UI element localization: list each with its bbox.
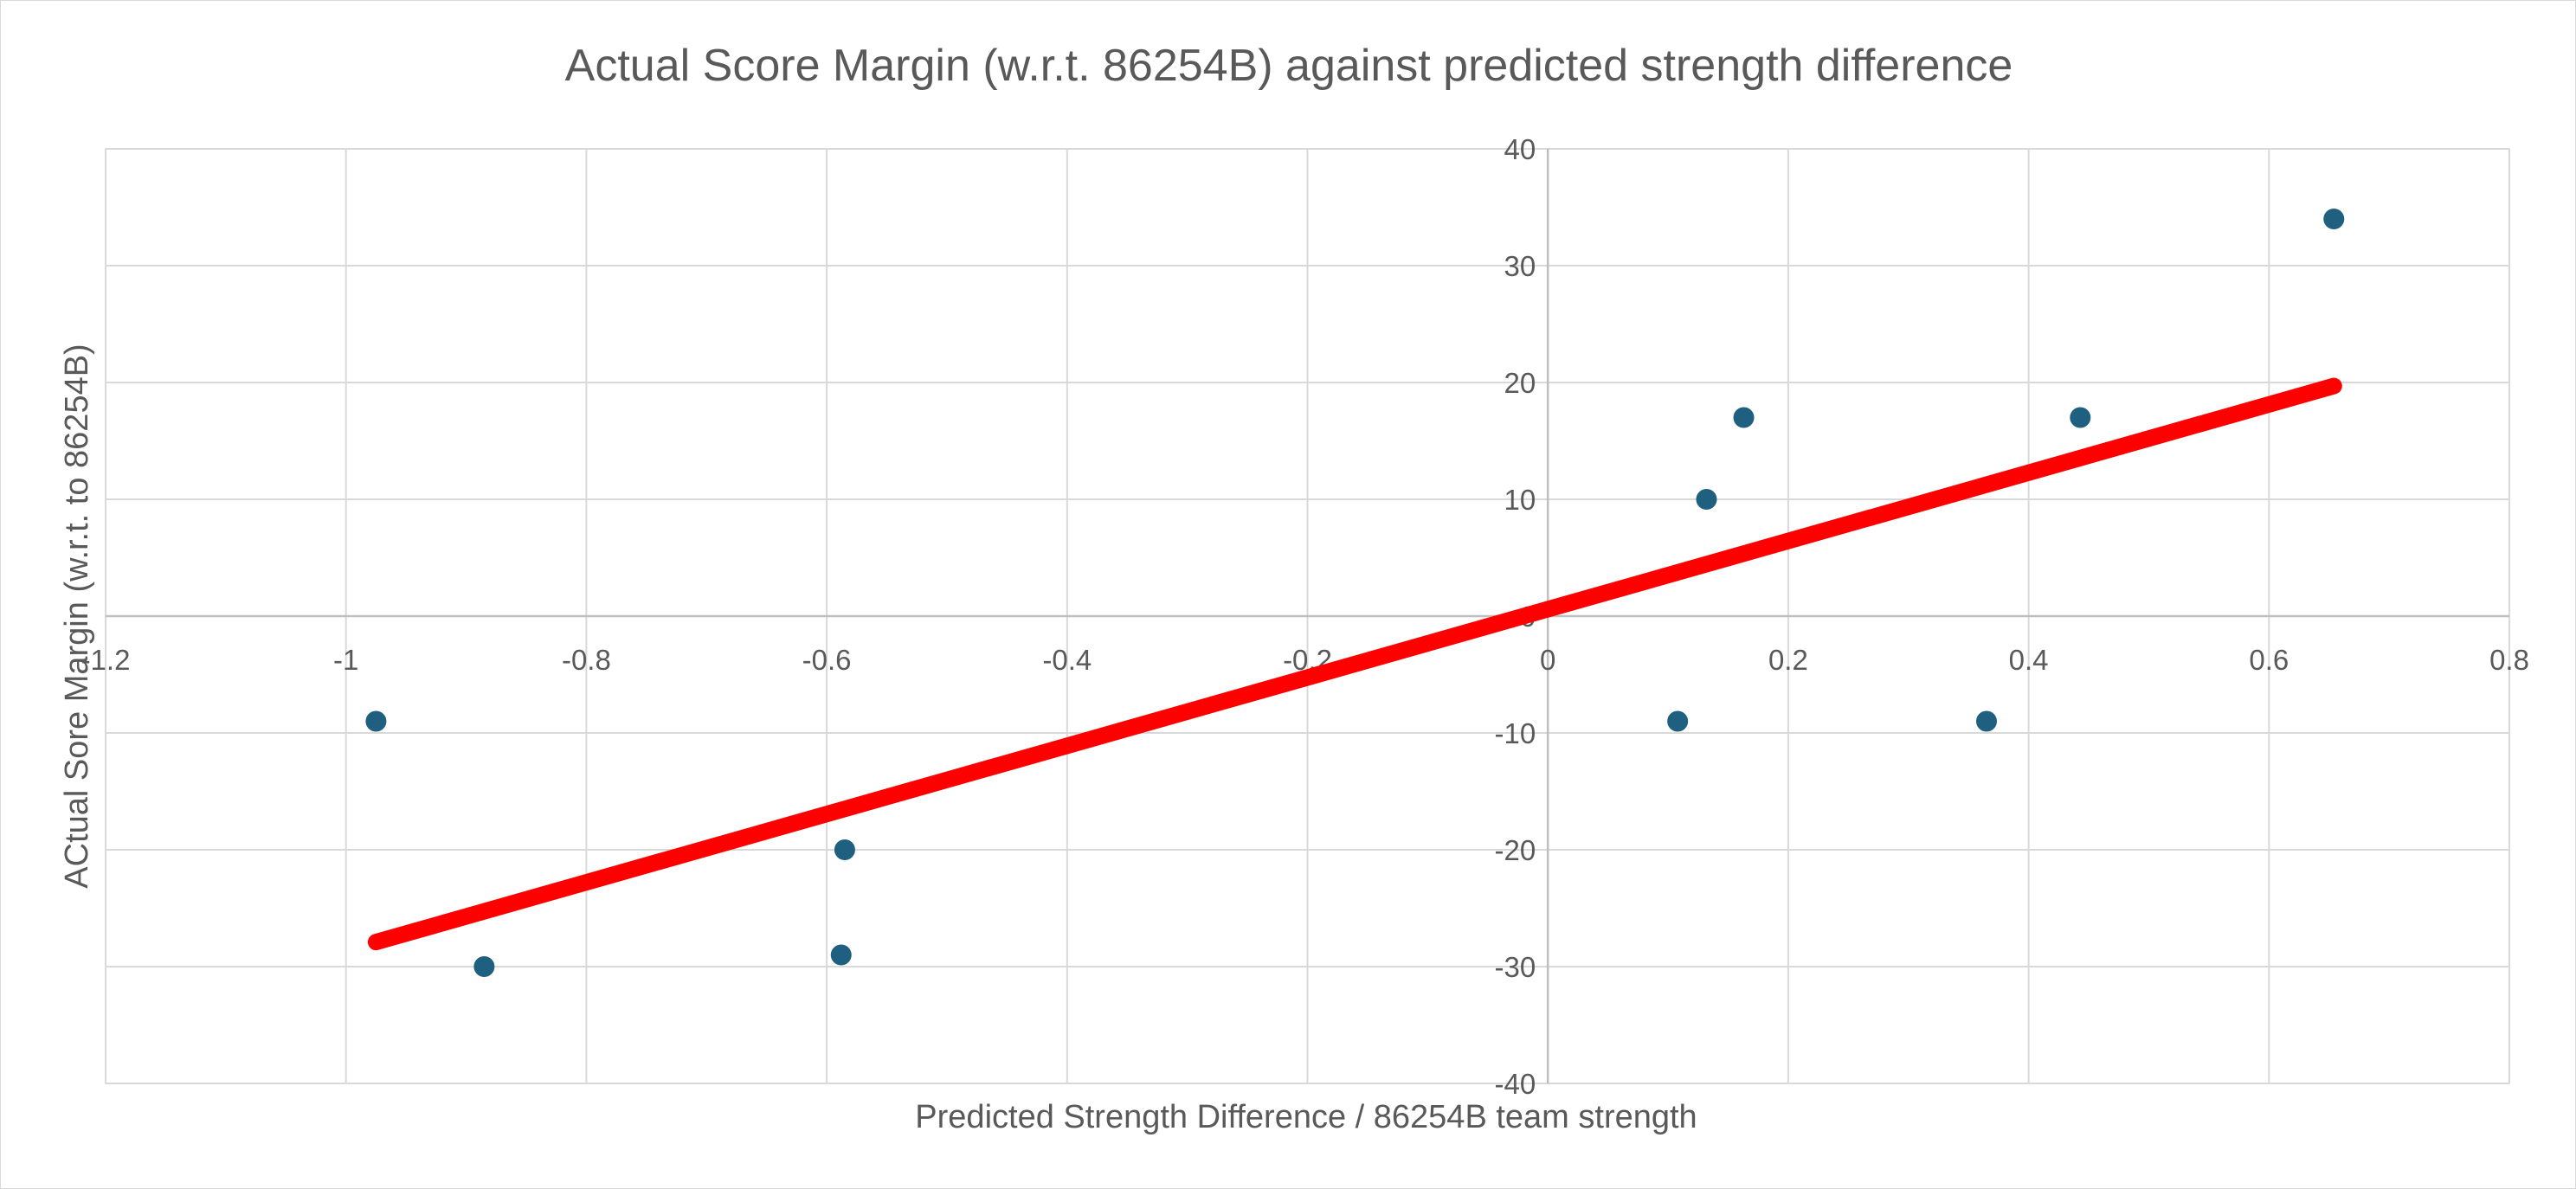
data-point <box>1667 710 1689 732</box>
x-tick-label: -0.6 <box>802 644 852 676</box>
data-point <box>365 710 387 732</box>
data-point <box>1976 710 1998 732</box>
data-point <box>2323 209 2345 229</box>
y-tick-label: -30 <box>1494 951 1536 983</box>
x-tick-label: -0.8 <box>562 644 611 676</box>
y-tick-label: -10 <box>1494 717 1536 749</box>
x-tick-label: 0.4 <box>2009 644 2049 676</box>
y-axis-title: ACtual Sore Margin (w.r.t. to 86254B) <box>59 344 95 888</box>
data-point <box>1696 489 1717 510</box>
data-point <box>473 956 495 977</box>
data-point <box>830 944 852 966</box>
x-tick-label: 0 <box>1540 644 1555 676</box>
y-tick-label: 40 <box>1504 133 1536 165</box>
x-tick-label: 0.6 <box>2249 644 2289 676</box>
x-tick-label: -0.4 <box>1042 644 1092 676</box>
x-tick-label: 0.2 <box>1768 644 1808 676</box>
trendline-group <box>367 377 2342 951</box>
y-tick-label: -40 <box>1494 1068 1536 1100</box>
y-tick-label: 20 <box>1504 367 1536 399</box>
data-point <box>1733 407 1755 428</box>
chart-title: Actual Score Margin (w.r.t. 86254B) agai… <box>565 41 2013 91</box>
x-tick-label: -1.2 <box>81 644 131 676</box>
y-tick-label: 30 <box>1504 250 1536 282</box>
y-tick-label: 10 <box>1504 484 1536 516</box>
data-points <box>365 209 2345 977</box>
x-tick-label: -1 <box>333 644 358 676</box>
x-tick-label: 0.8 <box>2489 644 2529 676</box>
data-point <box>834 839 855 860</box>
data-point <box>2070 407 2091 428</box>
tick-labels: -1.2 -1 -0.8 -0.6 -0.4 -0.2 0 0.2 0.4 0.6 0.8-40-3… <box>81 133 2529 1100</box>
x-axis-title: Predicted Strength Difference / 86254B t… <box>915 1099 1697 1135</box>
trendline <box>367 377 2342 951</box>
y-tick-label: -20 <box>1494 834 1536 866</box>
